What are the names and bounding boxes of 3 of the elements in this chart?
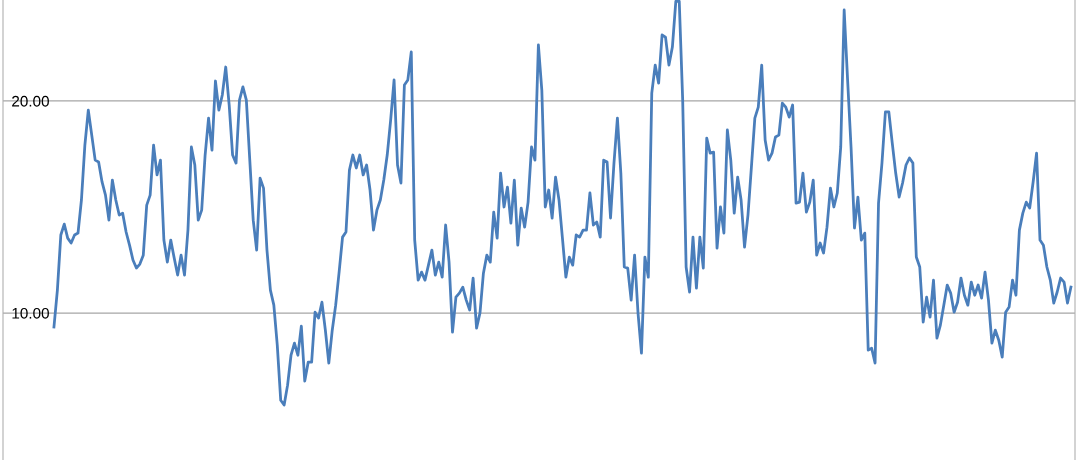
y-tick-label: 20.00	[12, 95, 49, 107]
y-tick-label: 10.00	[12, 307, 49, 319]
line-series	[52, 0, 1073, 407]
